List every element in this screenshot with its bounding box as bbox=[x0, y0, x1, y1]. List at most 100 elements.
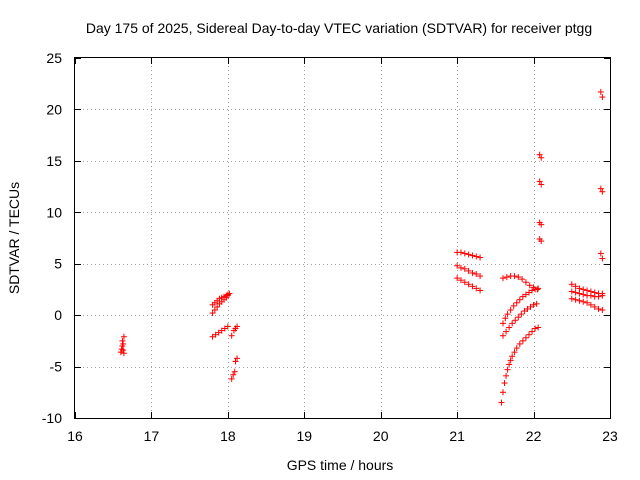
data-point bbox=[506, 361, 513, 368]
data-point bbox=[530, 284, 537, 291]
data-point bbox=[469, 252, 476, 259]
data-point bbox=[597, 88, 604, 95]
data-point bbox=[510, 302, 517, 309]
x-tick-label: 19 bbox=[296, 428, 312, 444]
data-point bbox=[576, 285, 583, 292]
data-point bbox=[214, 303, 221, 310]
data-point bbox=[461, 265, 468, 272]
data-point bbox=[584, 299, 591, 306]
data-point bbox=[506, 324, 513, 331]
x-tick-label: 21 bbox=[449, 428, 465, 444]
data-point bbox=[513, 345, 520, 352]
data-point bbox=[524, 305, 531, 312]
data-point bbox=[461, 250, 468, 257]
data-point bbox=[568, 295, 575, 302]
y-tick-label: -5 bbox=[50, 359, 63, 375]
y-tick-label: 0 bbox=[54, 307, 62, 323]
data-point bbox=[509, 320, 516, 327]
data-point bbox=[519, 276, 526, 283]
x-tick-label: 22 bbox=[526, 428, 542, 444]
y-tick-label: 10 bbox=[46, 204, 62, 220]
data-point bbox=[530, 301, 537, 308]
series-arc-21.0-a bbox=[454, 249, 484, 261]
data-point bbox=[457, 249, 464, 256]
data-point bbox=[234, 355, 241, 362]
data-point bbox=[522, 279, 529, 286]
data-point bbox=[507, 307, 514, 313]
data-point bbox=[477, 254, 484, 261]
data-point bbox=[209, 333, 216, 340]
data-point bbox=[584, 287, 591, 294]
data-point bbox=[515, 314, 522, 321]
data-point bbox=[469, 283, 476, 290]
series-arc-22.9 bbox=[597, 88, 606, 262]
x-axis-label: GPS time / hours bbox=[287, 457, 394, 473]
data-point bbox=[599, 292, 606, 299]
data-point bbox=[515, 274, 522, 281]
data-point bbox=[232, 358, 239, 365]
x-tick-labels: 16 17 18 19 20 21 22 23 bbox=[67, 428, 618, 444]
data-point bbox=[211, 307, 218, 313]
data-point bbox=[218, 327, 225, 334]
data-point bbox=[504, 366, 511, 373]
data-point bbox=[477, 273, 484, 280]
data-point bbox=[522, 334, 529, 341]
series-arc-17.9-c bbox=[209, 323, 231, 340]
data-point bbox=[503, 274, 510, 281]
series-arc-22.6-a bbox=[568, 281, 606, 297]
data-point bbox=[535, 285, 542, 292]
data-point bbox=[473, 285, 480, 292]
data-point bbox=[599, 307, 606, 313]
plot-frame bbox=[74, 57, 611, 419]
data-point bbox=[580, 286, 587, 293]
data-point bbox=[215, 329, 222, 336]
data-point bbox=[572, 289, 579, 296]
data-point bbox=[587, 301, 594, 308]
data-points bbox=[117, 88, 606, 406]
data-point bbox=[511, 273, 518, 280]
data-point bbox=[597, 250, 604, 257]
data-point bbox=[212, 331, 219, 338]
data-point bbox=[527, 303, 534, 310]
data-point bbox=[500, 389, 506, 396]
data-point bbox=[597, 185, 604, 192]
data-point bbox=[576, 297, 583, 304]
data-point bbox=[533, 300, 540, 307]
data-point bbox=[518, 311, 525, 318]
data-point bbox=[572, 296, 579, 303]
data-point bbox=[580, 291, 587, 298]
data-point bbox=[522, 291, 529, 298]
data-point bbox=[503, 328, 510, 335]
series-arc-18.1-low bbox=[228, 355, 241, 382]
data-point bbox=[119, 337, 126, 344]
series-arc-21.0-c bbox=[454, 275, 484, 294]
data-point bbox=[504, 311, 511, 318]
data-point bbox=[231, 368, 238, 375]
y-tick-labels: -10 -5 0 5 10 15 20 25 bbox=[42, 50, 62, 426]
data-point bbox=[587, 292, 594, 299]
data-point bbox=[509, 353, 516, 360]
data-point bbox=[500, 320, 506, 327]
data-point bbox=[503, 372, 510, 379]
data-point bbox=[534, 286, 541, 293]
series-arc-18.1 bbox=[228, 323, 241, 339]
data-point bbox=[234, 323, 241, 330]
data-point bbox=[221, 325, 228, 332]
series-arc-21.0-b bbox=[454, 262, 484, 280]
series-arc-22.1 bbox=[536, 151, 545, 245]
series-arc-16.6 bbox=[117, 333, 127, 357]
x-tick-label: 20 bbox=[373, 428, 389, 444]
series-arc-22.6-b bbox=[568, 288, 606, 300]
data-point bbox=[209, 310, 216, 317]
data-point bbox=[500, 275, 506, 282]
data-point bbox=[519, 293, 526, 300]
data-point bbox=[120, 347, 127, 354]
y-tick-label: 20 bbox=[46, 101, 62, 117]
x-tick-label: 23 bbox=[602, 428, 618, 444]
data-point bbox=[473, 253, 480, 260]
data-point bbox=[538, 221, 545, 228]
data-point bbox=[457, 277, 464, 284]
data-point bbox=[502, 315, 509, 322]
data-point bbox=[228, 332, 235, 339]
